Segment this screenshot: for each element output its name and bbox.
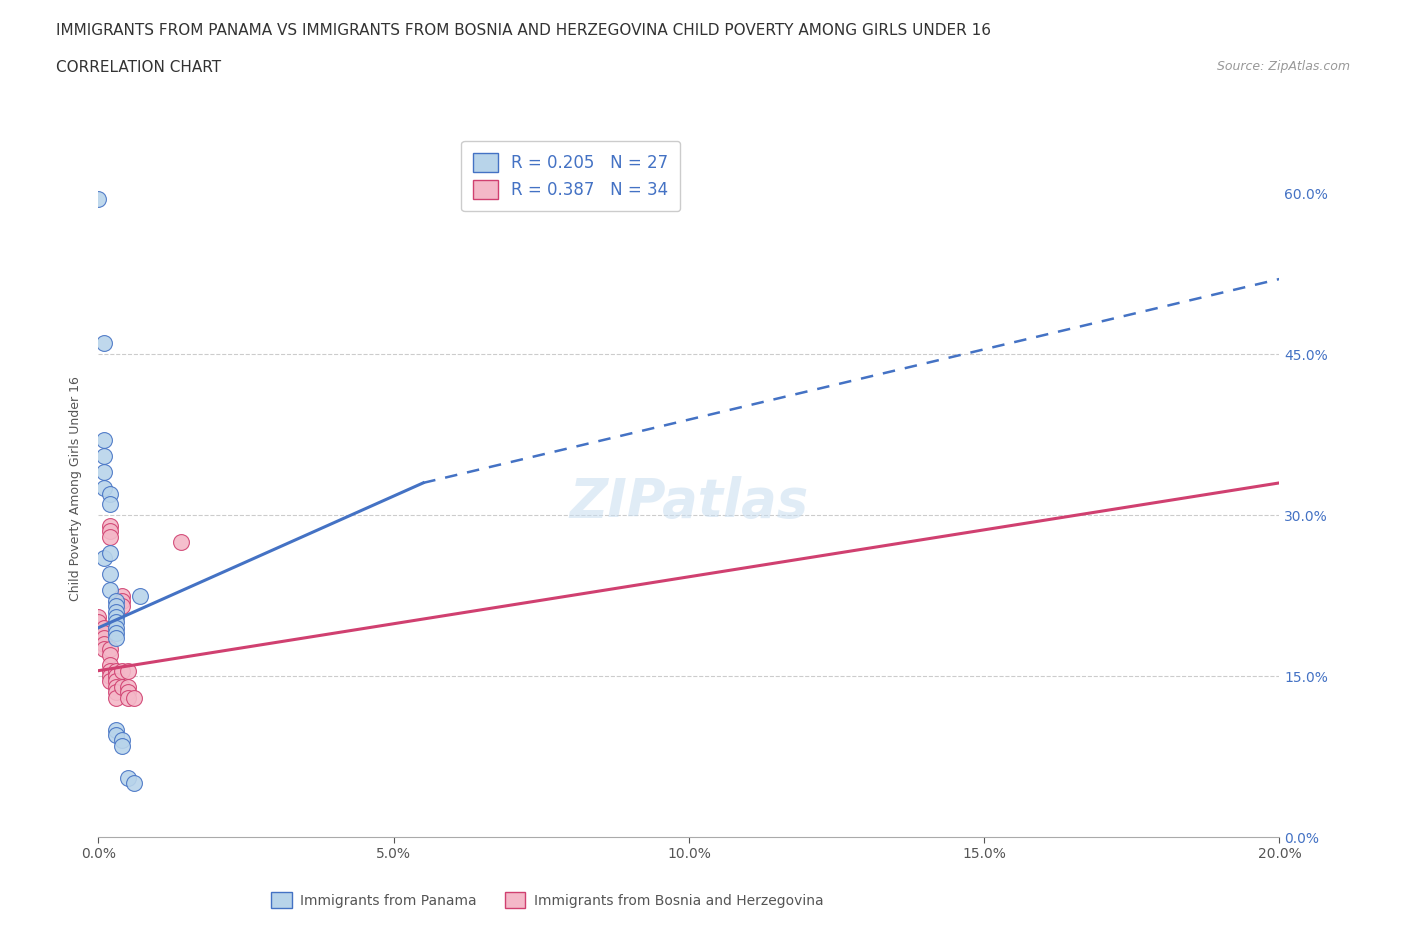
Point	[93, 620, 115, 635]
Point	[105, 609, 128, 624]
Text: CORRELATION CHART: CORRELATION CHART	[56, 60, 221, 75]
Point	[122, 776, 145, 790]
Point	[105, 674, 128, 689]
Point	[98, 486, 121, 501]
Point	[93, 631, 115, 646]
Point	[98, 658, 121, 672]
Point	[105, 615, 128, 630]
Point	[98, 529, 121, 544]
Point	[111, 679, 134, 694]
Point	[93, 432, 115, 447]
Point	[98, 524, 121, 538]
Point	[117, 690, 139, 705]
Point	[105, 684, 128, 699]
Point	[87, 615, 110, 630]
Point	[93, 626, 115, 641]
Point	[105, 620, 128, 635]
Point	[98, 663, 121, 678]
Point	[87, 191, 110, 206]
Point	[105, 593, 128, 608]
Point	[98, 642, 121, 657]
Point	[111, 663, 134, 678]
Point	[105, 727, 128, 742]
Point	[117, 771, 139, 786]
Point	[122, 690, 145, 705]
Point	[105, 669, 128, 684]
Point	[117, 684, 139, 699]
Point	[111, 599, 134, 614]
Point	[87, 609, 110, 624]
Point	[105, 679, 128, 694]
Point	[98, 497, 121, 512]
Point	[98, 647, 121, 662]
Point	[105, 723, 128, 737]
Point	[170, 535, 193, 550]
Point	[111, 588, 134, 603]
Point	[105, 604, 128, 619]
Text: Source: ZipAtlas.com: Source: ZipAtlas.com	[1216, 60, 1350, 73]
Point	[87, 631, 110, 646]
Point	[93, 465, 115, 480]
Point	[98, 566, 121, 581]
Legend: Immigrants from Panama, Immigrants from Bosnia and Herzegovina: Immigrants from Panama, Immigrants from …	[266, 886, 830, 914]
Point	[98, 545, 121, 560]
Point	[111, 738, 134, 753]
Point	[93, 481, 115, 496]
Point	[111, 733, 134, 748]
Point	[105, 626, 128, 641]
Point	[98, 669, 121, 684]
Point	[105, 631, 128, 646]
Point	[111, 593, 134, 608]
Text: IMMIGRANTS FROM PANAMA VS IMMIGRANTS FROM BOSNIA AND HERZEGOVINA CHILD POVERTY A: IMMIGRANTS FROM PANAMA VS IMMIGRANTS FRO…	[56, 23, 991, 38]
Point	[98, 674, 121, 689]
Point	[128, 588, 150, 603]
Point	[98, 518, 121, 533]
Text: ZIPatlas: ZIPatlas	[569, 476, 808, 528]
Point	[105, 599, 128, 614]
Point	[93, 448, 115, 463]
Y-axis label: Child Poverty Among Girls Under 16: Child Poverty Among Girls Under 16	[69, 376, 83, 601]
Point	[93, 336, 115, 351]
Point	[93, 642, 115, 657]
Point	[117, 663, 139, 678]
Point	[105, 663, 128, 678]
Point	[93, 551, 115, 565]
Point	[105, 690, 128, 705]
Point	[98, 583, 121, 598]
Point	[93, 636, 115, 651]
Point	[117, 679, 139, 694]
